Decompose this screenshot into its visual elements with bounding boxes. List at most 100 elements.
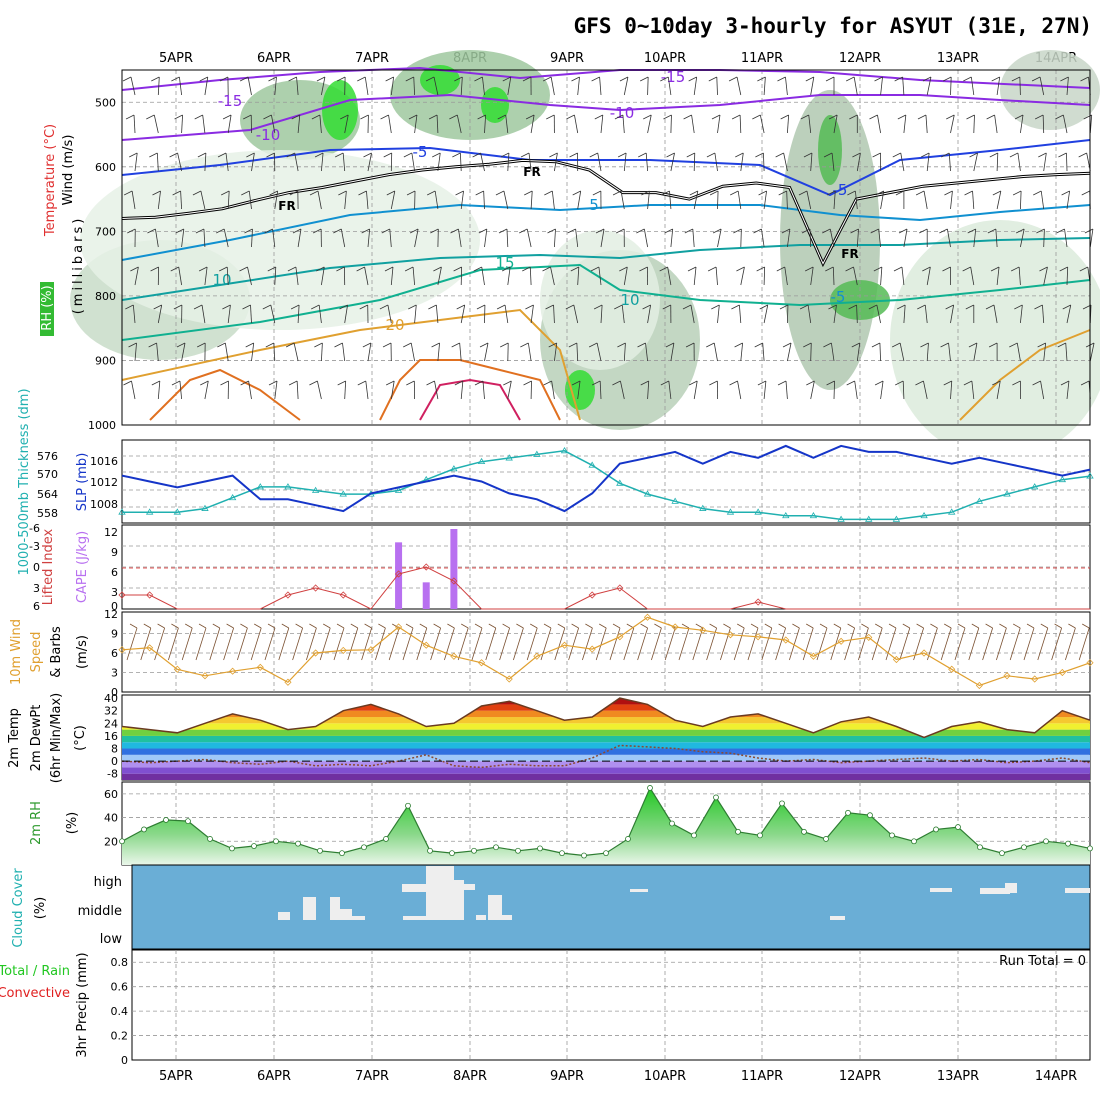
rh-point	[758, 833, 763, 838]
contour-label: 10	[212, 271, 231, 289]
contour-label: 5	[589, 196, 599, 214]
rh-tick: 20	[104, 835, 118, 848]
contour-label: -10	[610, 104, 635, 122]
cloud-block	[278, 912, 290, 920]
upper-y-tick: 700	[95, 225, 116, 238]
cape-bar	[395, 542, 402, 609]
temp-label-c: (6hr Min/Max)	[49, 693, 64, 783]
wind-panel	[119, 612, 1093, 692]
top-date-label: 9APR	[550, 51, 584, 66]
slp-thickness-panel	[119, 440, 1093, 523]
cloud-block	[403, 916, 427, 920]
precip-tick: 0.8	[111, 956, 129, 969]
cloud-level-high: high	[94, 875, 122, 890]
contour-label: 20	[385, 316, 404, 334]
bottom-date-label: 13APR	[937, 1069, 979, 1084]
wind-barb	[811, 343, 812, 361]
wind-label-b: Speed	[29, 632, 44, 673]
cloud-block	[350, 916, 365, 920]
rh-point	[164, 817, 169, 822]
contour-label: -15	[661, 68, 686, 86]
wind-barb	[787, 305, 788, 323]
rh-point	[186, 819, 191, 824]
precip-label-c: 3hr Precip (mm)	[75, 952, 90, 1057]
rh-shading	[818, 115, 842, 185]
wind-barb	[764, 267, 765, 285]
temp-tick: 24	[104, 717, 118, 730]
precip-tick: 0.2	[111, 1030, 129, 1043]
rh-point	[516, 848, 521, 853]
cape-lifted-panel	[119, 525, 1090, 609]
wind-barb	[694, 153, 695, 171]
wind-barb	[1043, 115, 1044, 133]
upper-y-tick: 500	[95, 96, 116, 109]
temp-tick: 0	[111, 755, 118, 768]
li-tick: -3	[29, 540, 40, 553]
rh-point	[736, 829, 741, 834]
top-date-label: 12APR	[839, 51, 881, 66]
cloud-block	[402, 884, 426, 892]
temp-band	[122, 730, 1090, 736]
rh-point	[230, 846, 235, 851]
temp-tick: -8	[107, 768, 118, 781]
slp-tick: 1016	[90, 455, 118, 468]
temp-band	[122, 736, 1090, 742]
chart-title: GFS 0~10day 3-hourly for ASYUT (31E, 27N…	[574, 14, 1092, 38]
temp-tick: 32	[104, 705, 118, 718]
rh-point	[450, 851, 455, 856]
cloud-level-middle: middle	[78, 904, 122, 919]
rh-point	[912, 839, 917, 844]
wind-tick: 12	[104, 608, 118, 621]
rh-point	[780, 801, 785, 806]
top-date-label: 5APR	[159, 51, 193, 66]
bottom-date-label: 6APR	[257, 1069, 291, 1084]
rh-point	[318, 848, 323, 853]
cloud-cover-panel	[132, 865, 1090, 949]
cloud-block	[453, 905, 463, 920]
bottom-date-label: 14APR	[1035, 1069, 1077, 1084]
precip-panel	[132, 950, 1090, 1060]
rh-label-unit: (%)	[65, 812, 80, 835]
temp-tick: 16	[104, 730, 118, 743]
rh-point	[120, 839, 125, 844]
wind-label-c: & Barbs	[49, 626, 64, 678]
run-total: Run Total = 0	[999, 954, 1086, 969]
cape-tick: 12	[104, 526, 118, 539]
lifted-label: Lifted Index	[41, 528, 56, 605]
rh-point	[362, 845, 367, 850]
cloud-block	[454, 880, 464, 888]
thickness-tick: 570	[37, 468, 58, 481]
wind-barb	[648, 77, 649, 95]
rh-panel	[120, 782, 1093, 865]
rh-point	[802, 829, 807, 834]
wind-barb	[1090, 229, 1093, 247]
rh-label-a: 2m RH	[29, 801, 44, 845]
rh-point	[846, 810, 851, 815]
cloud-block	[426, 866, 454, 888]
upper-temp-label: Temperature (°C)	[43, 124, 58, 237]
rh-point	[890, 833, 895, 838]
wind-tick: 9	[111, 628, 118, 641]
cape-tick: 9	[111, 546, 118, 559]
rh-point	[604, 851, 609, 856]
upper-y-tick: 1000	[88, 419, 116, 432]
rh-tick: 60	[104, 788, 118, 801]
top-date-label: 7APR	[355, 51, 389, 66]
top-date-label: 6APR	[257, 51, 291, 66]
temp-band	[122, 767, 1090, 773]
wind-barb	[718, 191, 719, 209]
precip-label-b: Convective	[0, 986, 70, 1001]
cloud-block	[630, 889, 648, 892]
cape-bar	[450, 529, 457, 609]
wind-tick: 6	[111, 647, 118, 660]
temp-band	[122, 761, 1090, 767]
cloud-block	[488, 895, 502, 920]
cloud-label-unit: (%)	[33, 897, 48, 920]
bottom-date-label: 11APR	[741, 1069, 783, 1084]
temp-tick: 8	[111, 743, 118, 756]
cloud-block	[463, 884, 475, 890]
precip-tick: 0.6	[111, 981, 129, 994]
precip-tick: 0.4	[111, 1005, 129, 1018]
